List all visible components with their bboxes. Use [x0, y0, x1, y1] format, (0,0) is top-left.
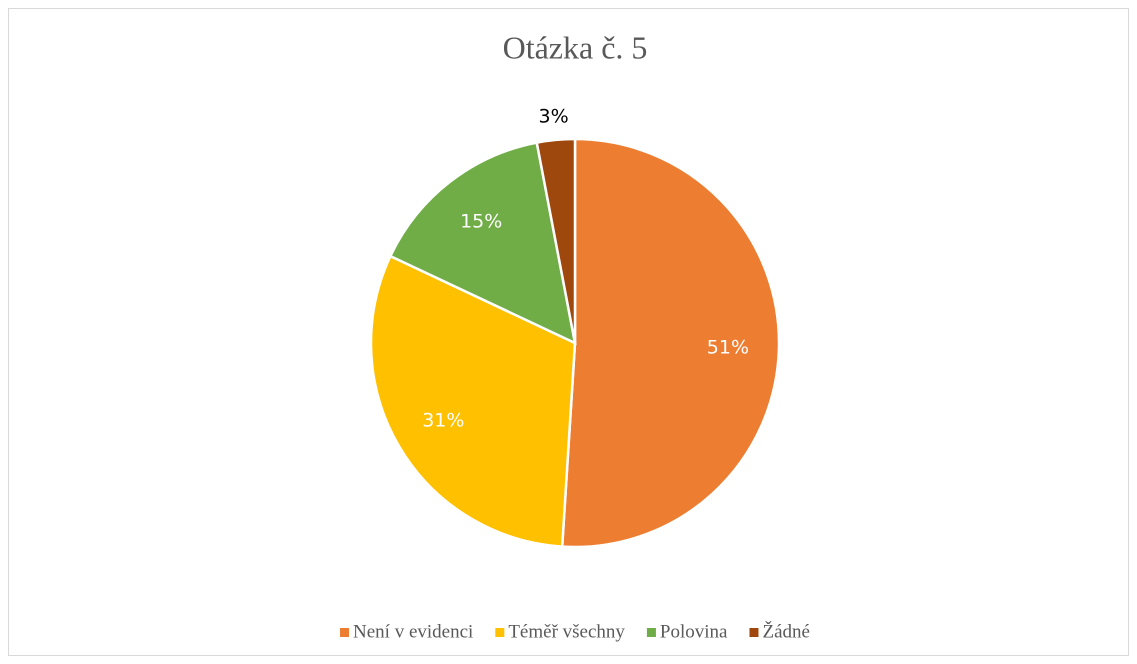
pie-slice: [560, 137, 781, 549]
legend-swatch: [646, 628, 656, 637]
data-label: 51%: [707, 336, 749, 358]
chart-title: Otázka č. 5: [503, 29, 648, 65]
data-label: 31%: [422, 409, 464, 431]
legend-label: Téměř všechny: [508, 621, 625, 642]
data-label: 3%: [539, 106, 569, 128]
legend-swatch: [340, 628, 350, 637]
pie-slice: [388, 141, 577, 346]
data-label: 15%: [460, 211, 502, 233]
legend-label: Žádné: [762, 620, 809, 642]
legend-swatch: [495, 628, 505, 637]
pie-slice: [535, 137, 577, 344]
legend-label: Polovina: [660, 621, 728, 642]
legend-swatch: [749, 628, 759, 637]
legend-label: Není v evidenci: [353, 621, 473, 642]
pie-slice: [369, 254, 577, 548]
